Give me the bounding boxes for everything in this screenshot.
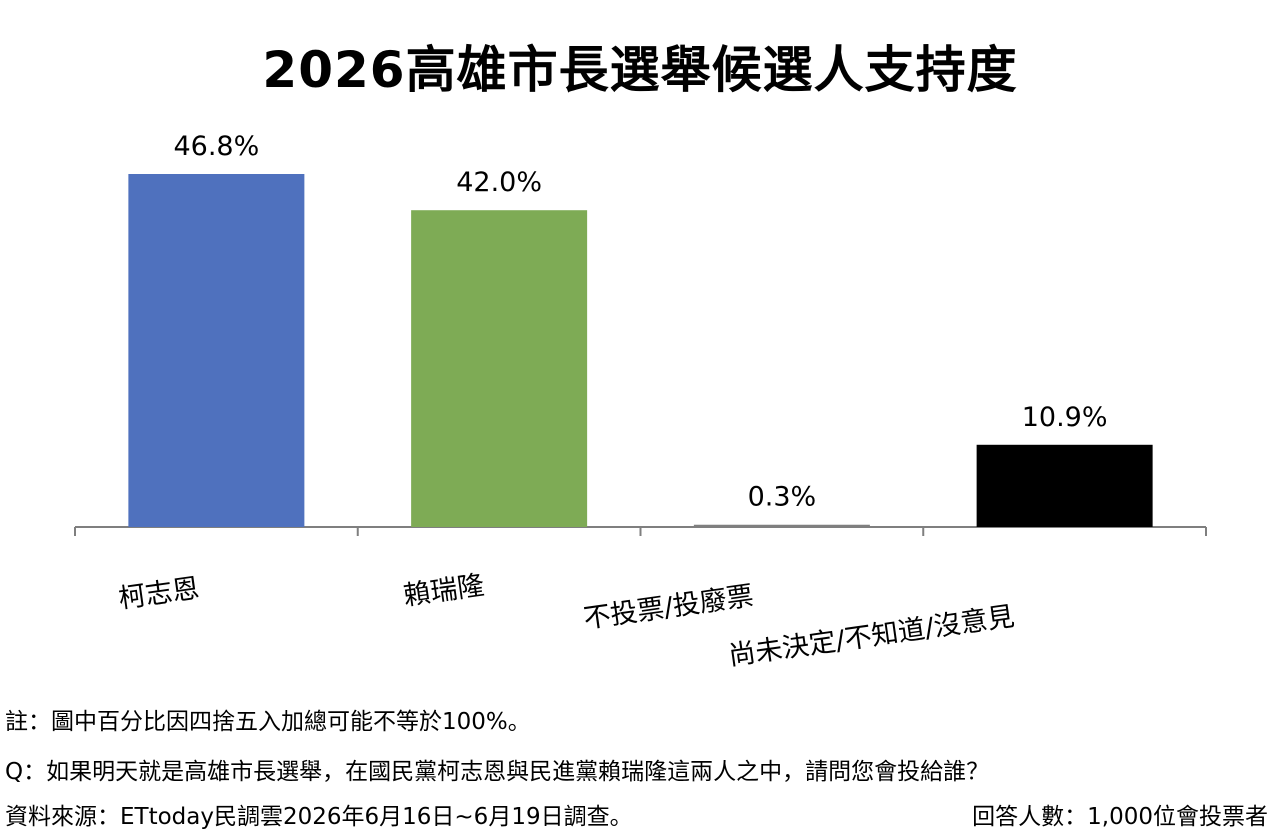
- bar: [411, 210, 588, 527]
- bar: [976, 444, 1153, 527]
- data-label: 0.3%: [748, 482, 817, 513]
- data-label: 46.8%: [173, 131, 259, 162]
- bar: [693, 524, 870, 527]
- category-label: 賴瑞隆: [402, 570, 487, 612]
- category-label: 不投票/投廢票: [582, 580, 756, 635]
- data-label: 10.9%: [1022, 402, 1108, 433]
- rounding-note: 註：圖中百分比因四捨五入加總可能不等於100%。: [5, 709, 531, 735]
- data-label: 42.0%: [456, 167, 542, 198]
- bar-chart: 46.8% 柯志恩 42.0% 賴瑞隆 0.3% 不投票/投廢票 10.9% 尚未決定/不知道…: [74, 131, 1207, 672]
- category-label: 柯志恩: [117, 573, 202, 615]
- survey-question: Q：如果明天就是高雄市長選舉，在國民黨柯志恩與民進黨賴瑞隆這兩人之中，請問您會投…: [5, 759, 990, 785]
- sample-size: 回答人數：1,000位會投票者: [972, 804, 1268, 830]
- category-label: 尚未決定/不知道/沒意見: [727, 601, 1017, 672]
- chart-title: 2026高雄市長選舉候選人支持度: [262, 41, 1018, 99]
- bar: [128, 174, 305, 527]
- data-source: 資料來源：ETtoday民調雲2026年6月16日~6月19日調查。: [5, 804, 633, 830]
